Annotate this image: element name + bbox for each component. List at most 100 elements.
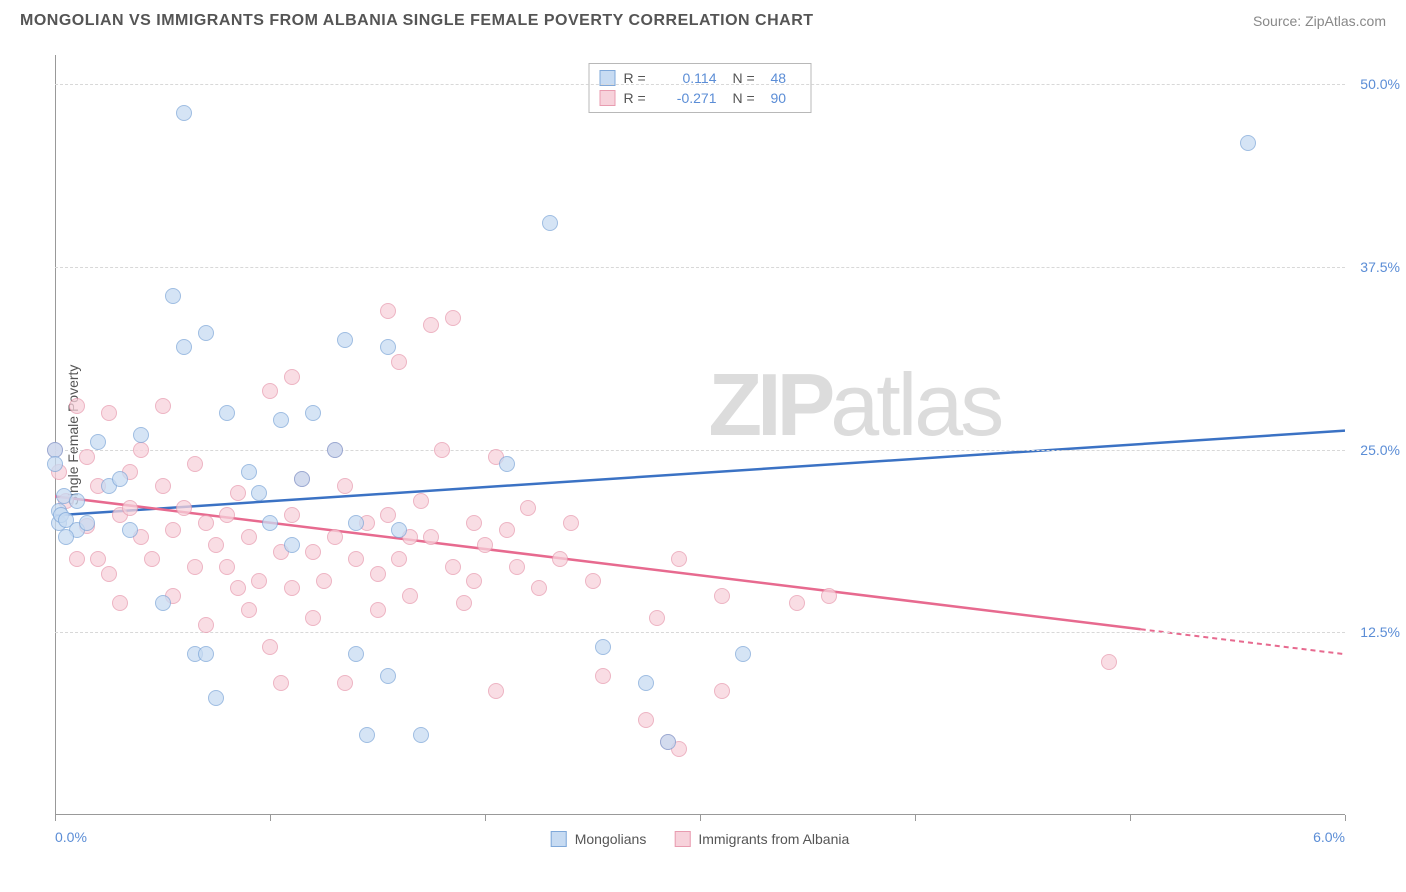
scatter-point [638, 712, 654, 728]
scatter-point [305, 610, 321, 626]
scatter-point [273, 412, 289, 428]
scatter-point [305, 405, 321, 421]
scatter-point [563, 515, 579, 531]
x-tick-label: 6.0% [1313, 829, 1345, 845]
scatter-point [391, 354, 407, 370]
scatter-point [219, 559, 235, 575]
scatter-point [337, 332, 353, 348]
scatter-point [219, 507, 235, 523]
scatter-point [359, 727, 375, 743]
scatter-point [348, 646, 364, 662]
scatter-point [348, 551, 364, 567]
scatter-point [423, 317, 439, 333]
scatter-point [413, 727, 429, 743]
scatter-point [112, 471, 128, 487]
scatter-point [208, 537, 224, 553]
scatter-point [380, 339, 396, 355]
x-tick [270, 815, 271, 821]
scatter-point [273, 675, 289, 691]
y-axis-line [55, 55, 56, 815]
scatter-point [155, 595, 171, 611]
scatter-point [649, 610, 665, 626]
chart-plot-area: Single Female Poverty ZIPatlas R = 0.114… [55, 55, 1345, 815]
scatter-point [198, 646, 214, 662]
scatter-point [542, 215, 558, 231]
scatter-point [456, 595, 472, 611]
scatter-point [155, 478, 171, 494]
trend-lines-layer [55, 55, 1345, 815]
scatter-point [284, 580, 300, 596]
scatter-point [402, 588, 418, 604]
scatter-point [520, 500, 536, 516]
scatter-point [284, 537, 300, 553]
scatter-point [1101, 654, 1117, 670]
scatter-point [251, 485, 267, 501]
scatter-point [79, 515, 95, 531]
scatter-point [241, 464, 257, 480]
x-tick [1130, 815, 1131, 821]
scatter-point [370, 602, 386, 618]
scatter-point [58, 529, 74, 545]
scatter-point [262, 639, 278, 655]
scatter-point [262, 515, 278, 531]
scatter-point [434, 442, 450, 458]
scatter-point [821, 588, 837, 604]
x-tick [1345, 815, 1346, 821]
scatter-point [413, 493, 429, 509]
scatter-point [165, 522, 181, 538]
scatter-point [531, 580, 547, 596]
scatter-point [499, 522, 515, 538]
scatter-point [69, 493, 85, 509]
scatter-point [69, 398, 85, 414]
scatter-point [101, 405, 117, 421]
scatter-point [219, 405, 235, 421]
x-tick-label: 0.0% [55, 829, 87, 845]
series-legend-item-2: Immigrants from Albania [674, 831, 849, 847]
scatter-point [380, 507, 396, 523]
scatter-point [47, 442, 63, 458]
scatter-point [327, 442, 343, 458]
scatter-point [90, 434, 106, 450]
scatter-point [735, 646, 751, 662]
scatter-point [47, 456, 63, 472]
y-tick-label: 50.0% [1360, 76, 1400, 92]
gridline-horizontal [55, 632, 1345, 633]
scatter-point [122, 500, 138, 516]
scatter-point [251, 573, 267, 589]
scatter-point [90, 551, 106, 567]
scatter-point [789, 595, 805, 611]
scatter-point [316, 573, 332, 589]
scatter-point [284, 369, 300, 385]
scatter-point [294, 471, 310, 487]
x-tick [55, 815, 56, 821]
series-legend: Mongolians Immigrants from Albania [551, 831, 850, 847]
scatter-point [198, 325, 214, 341]
chart-title: MONGOLIAN VS IMMIGRANTS FROM ALBANIA SIN… [20, 12, 814, 30]
y-tick-label: 25.0% [1360, 442, 1400, 458]
scatter-point [671, 551, 687, 567]
scatter-point [187, 456, 203, 472]
scatter-point [714, 588, 730, 604]
series-legend-item-1: Mongolians [551, 831, 647, 847]
correlation-legend: R = 0.114 N = 48 R = -0.271 N = 90 [589, 63, 812, 113]
scatter-point [380, 668, 396, 684]
scatter-point [144, 551, 160, 567]
source-attribution: Source: ZipAtlas.com [1253, 13, 1386, 29]
x-tick [915, 815, 916, 821]
scatter-point [714, 683, 730, 699]
scatter-point [466, 515, 482, 531]
scatter-point [370, 566, 386, 582]
correlation-legend-row-2: R = -0.271 N = 90 [600, 88, 801, 108]
scatter-point [208, 690, 224, 706]
scatter-point [122, 522, 138, 538]
scatter-point [165, 288, 181, 304]
scatter-point [585, 573, 601, 589]
scatter-point [230, 485, 246, 501]
scatter-point [380, 303, 396, 319]
y-tick-label: 37.5% [1360, 259, 1400, 275]
scatter-point [445, 310, 461, 326]
scatter-point [230, 580, 246, 596]
gridline-horizontal [55, 450, 1345, 451]
scatter-point [198, 515, 214, 531]
scatter-point [262, 383, 278, 399]
